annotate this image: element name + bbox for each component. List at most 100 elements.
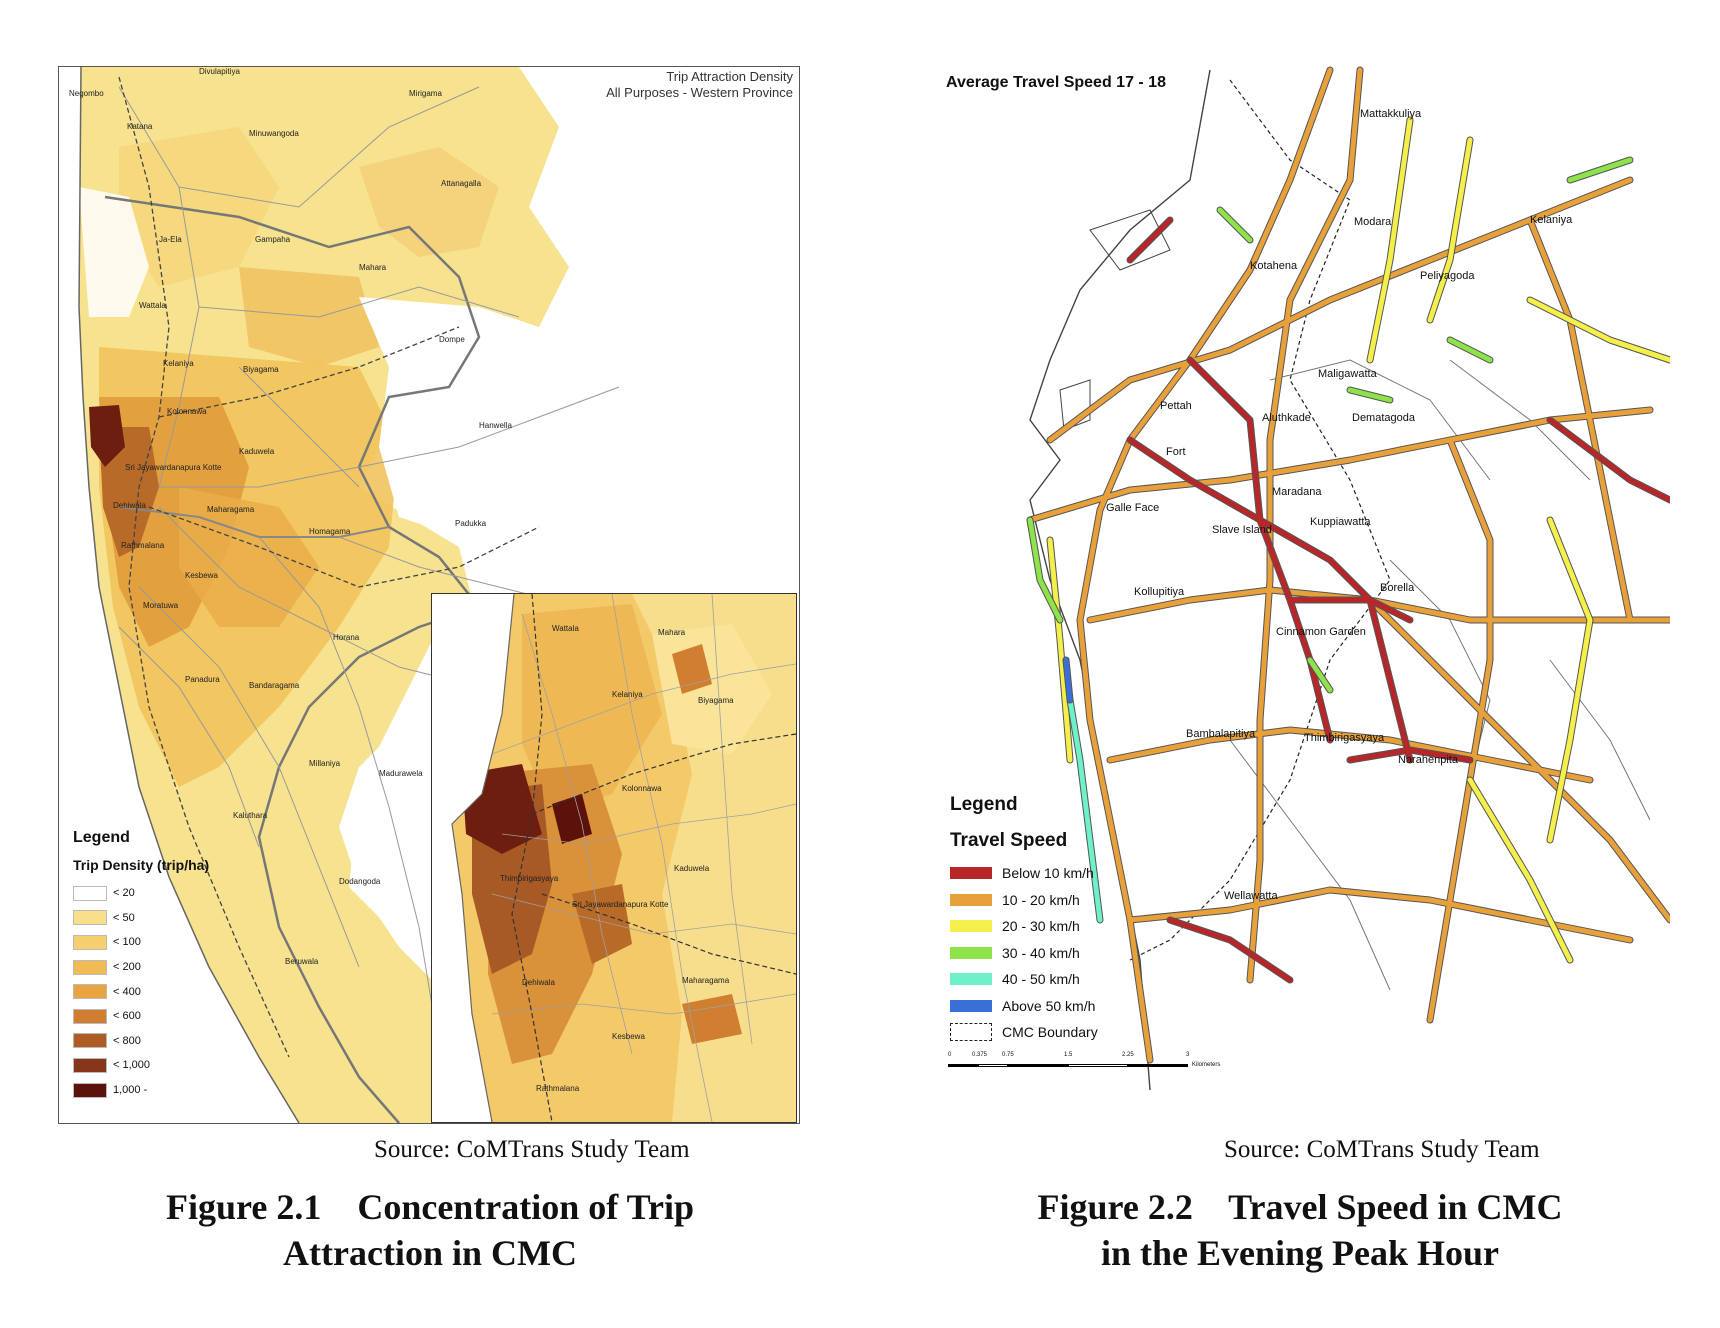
inset-place-label: Kolonnawa	[622, 784, 662, 793]
legend-swatch	[950, 867, 992, 880]
legend-label: 20 - 30 km/h	[1002, 918, 1080, 935]
place-label: Mahara	[359, 263, 387, 272]
legend-swatch	[73, 910, 107, 926]
legend-item: Below 10 km/h	[950, 860, 1190, 887]
place-label: Minuwangoda	[249, 129, 299, 138]
travel-speed-legend: Legend Travel Speed Below 10 km/h 10 - 2…	[950, 794, 1190, 1046]
place-label: Pettah	[1160, 400, 1192, 412]
travel-speed-map-graphic	[1026, 66, 1670, 1090]
place-label: Wellawatta	[1224, 890, 1278, 902]
legend-item: 10 - 20 km/h	[950, 887, 1190, 914]
inset-place-label: Thimbirigasyaya	[500, 874, 559, 883]
legend-item: < 200	[73, 955, 323, 980]
place-label: Homagama	[309, 527, 351, 536]
inset-place-label: Biyagama	[698, 696, 734, 705]
place-label: Narahenpita	[1398, 754, 1458, 766]
place-label: Kollupitiya	[1134, 586, 1185, 598]
place-label: Kolonnawa	[167, 407, 207, 416]
place-label: Modara	[1354, 216, 1392, 228]
place-label: Dematagoda	[1352, 412, 1415, 424]
inset-place-label: Mahara	[658, 628, 686, 637]
map-title-line2: All Purposes - Western Province	[606, 85, 793, 100]
place-label: Moratuwa	[143, 601, 179, 610]
place-label: Horana	[333, 633, 360, 642]
scale-seg	[978, 1064, 1008, 1067]
place-label: Kaduwela	[239, 447, 275, 456]
legend-heading: Legend	[950, 794, 1018, 815]
cmc-boundary-swatch	[950, 1023, 992, 1042]
legend-swatch	[950, 973, 992, 986]
place-label: Cinnamon Garden	[1276, 626, 1366, 638]
inset-place-label: Kesbewa	[612, 1032, 645, 1041]
legend-label: < 800	[113, 1034, 141, 1047]
travel-speed-map: Average Travel Speed 17 - 18 Mattakkuliy…	[930, 60, 1670, 1090]
legend-item: < 400	[73, 979, 323, 1004]
place-label: Padukka	[455, 519, 487, 528]
scale-seg	[948, 1064, 978, 1067]
inset-place-label: Sri Jayawardanapura Kotte	[572, 900, 669, 909]
map-title: Average Travel Speed 17 - 18	[946, 74, 1166, 91]
legend-label: 30 - 40 km/h	[1002, 944, 1080, 961]
legend-item: < 1,000	[73, 1053, 323, 1078]
place-label: Katana	[127, 122, 153, 131]
scale-tick: 2.25	[1122, 1052, 1134, 1058]
scale-tick: 1.5	[1064, 1052, 1073, 1058]
legend-item: < 100	[73, 930, 323, 955]
legend-label: 10 - 20 km/h	[1002, 891, 1080, 908]
place-label: Borella	[1380, 582, 1415, 594]
place-label: Kelaniya	[163, 359, 194, 368]
place-label: Maharagama	[207, 505, 255, 514]
inset-place-label: Rathmalana	[536, 1084, 580, 1093]
place-label: Attanagalla	[441, 179, 482, 188]
scale-seg	[1068, 1064, 1128, 1067]
scale-tick: 0	[948, 1052, 952, 1058]
legend-label: < 20	[113, 887, 135, 900]
figure2-source: Source: CoMTrans Study Team	[1224, 1136, 1540, 1163]
legend-item: 40 - 50 km/h	[950, 966, 1190, 993]
place-label: Rathmalana	[121, 541, 165, 550]
place-label: Maradana	[1272, 486, 1322, 498]
place-label: Kaluthara	[233, 811, 268, 820]
legend-swatch	[73, 934, 107, 950]
place-label: Wattala	[139, 301, 166, 310]
legend-swatch	[73, 959, 107, 975]
place-label: Mattakkuliya	[1360, 108, 1422, 120]
place-label: Kesbewa	[185, 571, 218, 580]
legend-label: < 600	[113, 1010, 141, 1023]
place-label: Dehiwala	[113, 501, 146, 510]
place-label: Hanwella	[479, 421, 512, 430]
legend-subheading: Trip Density (trip/ha)	[73, 857, 210, 873]
place-label: Aluthkade	[1262, 412, 1311, 424]
figure1-source: Source: CoMTrans Study Team	[374, 1136, 690, 1163]
place-label: Ja-Ela	[159, 235, 182, 244]
place-label: Bambalapitiya	[1186, 728, 1256, 740]
place-label: Slave Island	[1212, 524, 1272, 536]
legend-swatch	[73, 1057, 107, 1073]
legend-label: < 400	[113, 985, 141, 998]
legend-label: Below 10 km/h	[1002, 865, 1094, 882]
legend-subheading: Travel Speed	[950, 830, 1068, 851]
inset-place-label: Wattala	[552, 624, 579, 633]
figure2-caption-line2: in the Evening Peak Hour	[1100, 1233, 1500, 1273]
place-label: Millaniya	[309, 759, 341, 768]
inset-place-label: Dehiwala	[522, 978, 555, 987]
inset-place-label: Maharagama	[682, 976, 730, 985]
legend-item: < 600	[73, 1004, 323, 1029]
legend-item: 20 - 30 km/h	[950, 913, 1190, 940]
figure1-caption-line2: Attraction in CMC	[283, 1233, 577, 1273]
legend-item: Above 50 km/h	[950, 993, 1190, 1020]
legend-item: < 20	[73, 881, 323, 906]
legend-swatch	[73, 1033, 107, 1049]
legend-item: < 800	[73, 1029, 323, 1054]
place-label: Fort	[1166, 446, 1186, 458]
legend-swatch	[73, 885, 107, 901]
place-label: Thimbirigasyaya	[1304, 732, 1385, 744]
inset-map-graphic	[432, 594, 796, 1122]
trip-density-map: Trip Attraction Density All Purposes - W…	[58, 66, 800, 1124]
figure1-caption-line1: Figure 2.1 Concentration of Trip	[166, 1187, 694, 1227]
scale-unit: Kilometers	[1192, 1062, 1221, 1068]
scale-tick: 3	[1186, 1052, 1190, 1058]
legend-item: 1,000 -	[73, 1078, 323, 1103]
legend-swatch	[950, 893, 992, 906]
scale-tick: 0.75	[1002, 1052, 1014, 1058]
